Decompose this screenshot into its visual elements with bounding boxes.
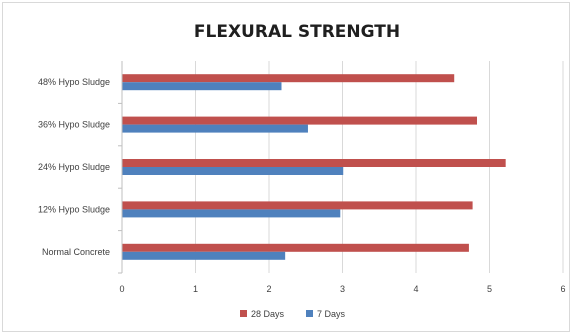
bar-28-days-4 [122, 74, 455, 83]
x-tick-label-5: 5 [487, 284, 492, 294]
category-label: Normal Concrete [42, 247, 110, 257]
bars [122, 74, 506, 260]
category-label: 24% Hypo Sludge [38, 162, 110, 172]
x-tick-label-6: 6 [560, 284, 565, 294]
bar-7-days-1 [122, 209, 341, 218]
bar-7-days-0 [122, 251, 286, 260]
x-tick-label-1: 1 [193, 284, 198, 294]
category-label: 36% Hypo Sludge [38, 120, 110, 130]
legend-swatch-7-days [306, 310, 313, 317]
x-tick-label-2: 2 [266, 284, 271, 294]
x-tick-label-0: 0 [119, 284, 124, 294]
legend-label-7-days: 7 Days [317, 309, 346, 319]
bar-28-days-3 [122, 116, 478, 125]
legend: 28 Days 7 Days [240, 309, 346, 319]
bar-7-days-4 [122, 82, 282, 91]
legend-swatch-28-days [240, 310, 247, 317]
chart-title: FLEXURAL STRENGTH [194, 22, 400, 42]
axes: 0 1 2 3 4 5 6 Normal Concrete 12% Hypo Sludge 24%… [38, 61, 566, 294]
category-label: 48% Hypo Sludge [38, 77, 110, 87]
bar-28-days-2 [122, 159, 506, 167]
bar-28-days-0 [122, 243, 469, 252]
bar-7-days-3 [122, 124, 308, 133]
bar-7-days-2 [122, 167, 344, 175]
legend-label-28-days: 28 Days [251, 309, 285, 319]
x-tick-label-3: 3 [340, 284, 345, 294]
category-label: 12% Hypo Sludge [38, 204, 110, 214]
x-tick-label-4: 4 [413, 284, 418, 294]
bar-28-days-1 [122, 201, 473, 210]
